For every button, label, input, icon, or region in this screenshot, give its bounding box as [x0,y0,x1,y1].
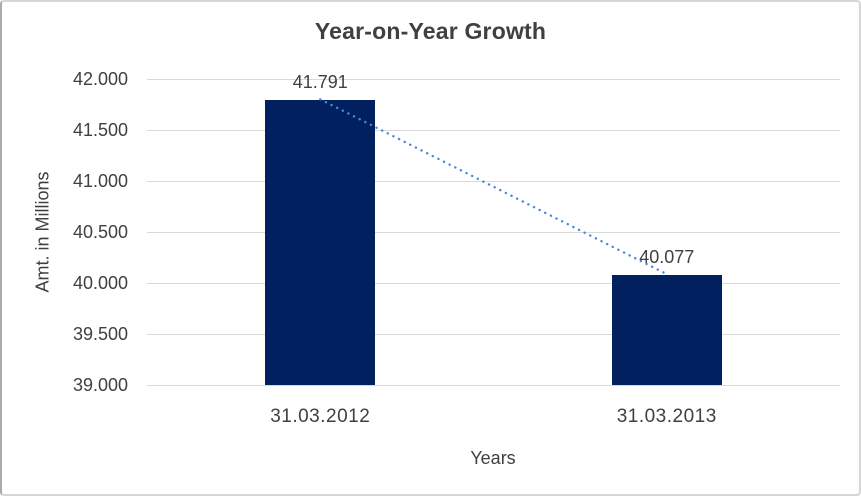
gridline [147,232,840,233]
bar [611,275,722,385]
y-tick-label: 41.000 [72,171,128,191]
y-tick-label: 39.500 [72,324,128,344]
y-tick-label: 40.500 [72,222,128,242]
gridline [147,334,840,335]
bar [265,100,376,385]
y-axis-title-label: Amt. in Millions [32,171,53,293]
y-tick-label: 40.000 [72,273,128,293]
y-tick-label: 42.000 [72,69,128,89]
gridline [147,283,840,284]
value-label: 40.077 [639,247,695,268]
value-label: 41.791 [292,72,348,93]
gridline [147,130,840,131]
y-tick-label: 39.000 [72,375,128,395]
y-axis-title: Amt. in Millions [33,171,54,292]
gridline [147,79,840,80]
x-tick-label: 31.03.2012 [270,406,371,427]
chart-title: Year-on-Year Growth [314,18,547,44]
x-axis-title: Years [470,448,516,468]
gridline [147,181,840,182]
x-tick-label: 31.03.2013 [616,406,717,427]
y-tick-label: 41.500 [72,120,128,140]
gridline [147,385,840,386]
